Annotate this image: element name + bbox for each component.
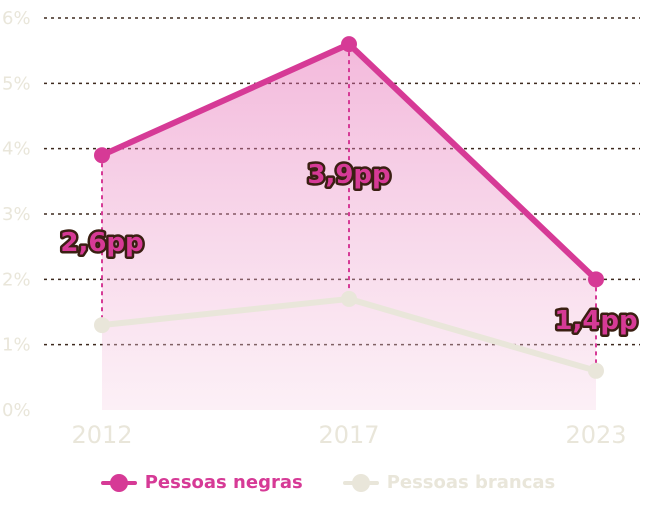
legend-item-pessoas-brancas: Pessoas brancas: [342, 472, 556, 493]
y-tick-label: 5%: [2, 73, 31, 94]
point-pessoas-brancas: [341, 290, 357, 307]
annotation-label: 3,9pp: [307, 160, 390, 190]
series-lines: [94, 36, 604, 379]
area-fill: [102, 44, 596, 411]
annotation-label: 1,4pp: [554, 306, 637, 336]
point-pessoas-negras: [341, 36, 357, 53]
x-axis: 2012 2017 2023: [71, 421, 626, 449]
annotations: 2,6pp 3,9pp 1,4pp: [58, 158, 640, 339]
drop-lines: [101, 44, 597, 371]
y-tick-label: 2%: [2, 269, 31, 290]
legend-item-pessoas-negras: Pessoas negras: [100, 472, 303, 493]
point-pessoas-brancas: [94, 317, 110, 334]
x-tick-label: 2012: [71, 421, 132, 449]
legend: Pessoas negras Pessoas brancas: [0, 472, 656, 493]
x-tick-label: 2023: [565, 421, 626, 449]
point-pessoas-negras: [588, 271, 604, 288]
legend-label-brancas: Pessoas brancas: [386, 472, 556, 493]
y-axis: 0% 1% 2% 3% 4% 5% 6%: [2, 8, 31, 421]
legend-label-negras: Pessoas negras: [144, 472, 303, 493]
y-tick-label: 6%: [2, 8, 31, 29]
y-tick-label: 0%: [2, 400, 31, 421]
y-tick-label: 3%: [2, 204, 31, 225]
y-tick-label: 4%: [2, 139, 31, 160]
x-tick-label: 2017: [318, 421, 379, 449]
point-pessoas-negras: [94, 147, 110, 164]
y-tick-label: 1%: [2, 335, 31, 356]
legend-swatch-negras: [100, 473, 137, 493]
area-pessoas-negras: [102, 44, 596, 411]
annotation-label: 2,6pp: [60, 228, 143, 258]
legend-swatch-brancas: [342, 473, 379, 493]
point-pessoas-brancas: [588, 362, 604, 379]
line-chart: 0% 1% 2% 3% 4% 5% 6% 2012 2017 2023 2,6pp 3,9pp 1,…: [2, 8, 640, 449]
